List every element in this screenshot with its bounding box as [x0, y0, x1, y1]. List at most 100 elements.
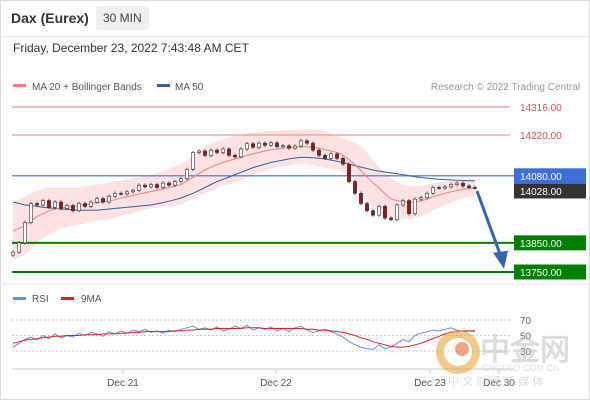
candle-body-32 [203, 150, 207, 156]
rsi-line [12, 324, 476, 350]
level-labels: 14316.00 14220.00 14080.00 14028.00 13850.00… [514, 103, 586, 280]
candle-body-47 [293, 145, 297, 149]
rsi-ma-legend-swatch [61, 297, 74, 300]
level-label-1: 14220.00 [520, 131, 562, 142]
rsi-ma-line [12, 327, 475, 348]
instrument-title: Dax (Eurex) [11, 10, 89, 26]
candle-body-49 [305, 140, 309, 144]
candle-body-4 [35, 203, 39, 206]
candle-body-16 [107, 195, 111, 203]
credit-text: Research © 2022 Trading Central [431, 82, 580, 93]
candle-body-39 [245, 143, 249, 150]
candle-body-55 [341, 158, 345, 165]
watermark-logo: 中金网 CNGOLD.COM.CN 中 文 财 经 新 媒 体 [436, 330, 570, 388]
rsi-ma-legend-label: 9MA [81, 294, 102, 305]
candle-body-75 [461, 182, 465, 187]
candle-body-58 [359, 192, 363, 204]
level-label-3: 14028.00 [520, 187, 562, 198]
ma50-legend-label: MA 50 [175, 82, 204, 93]
candle-body-63 [389, 217, 393, 220]
level-label-2: 14080.00 [520, 172, 562, 183]
candle-body-41 [257, 142, 261, 148]
candle-body-54 [335, 153, 339, 159]
candle-body-74 [455, 182, 459, 185]
x-ticks: Dec 21 Dec 22 Dec 23 Dec 30 [107, 369, 515, 389]
candle-body-9 [65, 205, 69, 209]
candle-body-24 [155, 184, 159, 188]
candle-body-76 [467, 185, 471, 188]
candle-body-3 [29, 203, 33, 223]
rsi-legend-swatch [13, 297, 26, 300]
candle-body-36 [227, 148, 231, 156]
price-levels [12, 106, 514, 273]
x-tick-label-3: Dec 30 [483, 378, 515, 389]
level-label-0: 14316.00 [520, 103, 562, 114]
candle-body-2 [23, 222, 27, 244]
timeframe-badge[interactable]: 30 MIN [96, 6, 149, 30]
candle-body-15 [101, 198, 105, 203]
candle-body-27 [173, 181, 177, 186]
level-tag-4 [514, 235, 586, 251]
candle-body-42 [263, 142, 267, 146]
candle-body-35 [221, 148, 225, 153]
candle-body-0 [11, 251, 15, 256]
candle-body-12 [83, 203, 87, 207]
rsi-tick-70: 70 [520, 316, 532, 327]
candle-body-51 [317, 149, 321, 156]
candle-body-57 [353, 181, 357, 194]
candle-body-61 [377, 206, 381, 216]
candle-body-72 [443, 186, 447, 189]
candle-body-43 [269, 142, 273, 146]
candle-body-56 [347, 163, 351, 182]
x-tick-label-2: Dec 23 [414, 378, 446, 389]
watermark-domain-text: CNGOLD.COM.CN [482, 363, 560, 373]
candle-body-48 [299, 140, 303, 147]
candle-body-11 [77, 203, 81, 212]
candle-body-45 [281, 145, 285, 148]
candle-body-77 [473, 187, 477, 189]
level-label-4: 13850.00 [520, 239, 562, 250]
rsi-tick-50: 50 [520, 332, 532, 343]
level-tag-2 [514, 168, 586, 184]
candle-body-44 [275, 142, 279, 147]
rsi-legend-label: RSI [32, 294, 49, 305]
candle-body-20 [131, 190, 135, 193]
candle-body-29 [185, 169, 189, 180]
candle-body-67 [413, 198, 417, 214]
candle-body-23 [149, 184, 153, 188]
candle-body-64 [395, 204, 399, 220]
candle-body-33 [209, 149, 213, 156]
ma20-legend-label: MA 20 + Bollinger Bands [32, 82, 142, 93]
candle-body-28 [179, 178, 183, 182]
candle-body-21 [137, 184, 141, 191]
chart-header: Dax (Eurex) 30 MIN [0, 0, 588, 37]
forecast-arrow [475, 190, 508, 269]
ma20-legend-swatch [13, 84, 26, 87]
candle-body-25 [161, 182, 165, 188]
candle-body-5 [41, 200, 45, 206]
rsi-panel: 70 50 30 [12, 316, 532, 358]
forecast-arrow-shaft [475, 190, 503, 258]
chart-datetime: Friday, December 23, 2022 7:43:48 AM CET [13, 41, 249, 55]
candle-body-69 [425, 192, 429, 198]
level-tag-5 [514, 264, 586, 280]
ma50-line [12, 156, 475, 211]
watermark-tagline-text: 中 文 财 经 新 媒 体 [448, 374, 543, 388]
candle-body-26 [167, 182, 171, 186]
candle-body-38 [239, 148, 243, 158]
x-tick-label-0: Dec 21 [107, 378, 139, 389]
candle-body-50 [311, 142, 315, 151]
candle-body-46 [287, 145, 291, 149]
candle-body-53 [329, 153, 333, 159]
candle-body-70 [431, 187, 435, 194]
candle-body-62 [383, 206, 387, 219]
candles [11, 139, 477, 257]
candle-body-68 [419, 197, 423, 200]
bollinger-bands [13, 129, 475, 261]
candle-body-6 [47, 200, 51, 208]
bollinger-fill [13, 129, 475, 261]
candle-body-71 [437, 187, 441, 189]
candle-body-52 [323, 155, 327, 159]
candle-body-30 [191, 152, 195, 170]
